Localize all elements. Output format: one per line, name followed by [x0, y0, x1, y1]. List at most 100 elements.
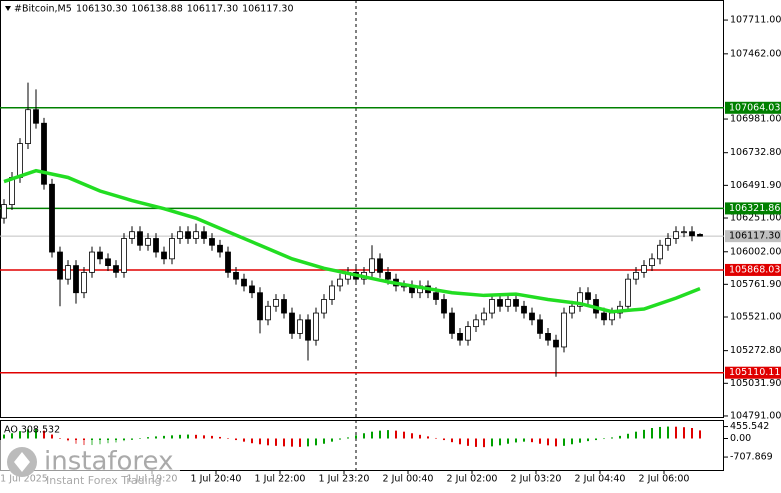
- logo-tagline: Instant Forex Trading: [46, 474, 162, 487]
- ao-bar: [667, 426, 669, 439]
- candle-body: [689, 231, 695, 237]
- candle-body: [457, 332, 463, 341]
- ao-bar: [507, 438, 509, 444]
- ao-bar: [619, 435, 621, 439]
- ao-bar: [515, 438, 517, 443]
- logo-name: instaforex: [44, 447, 173, 477]
- ao-bar: [611, 437, 613, 439]
- candle-body: [577, 292, 583, 307]
- candle-body: [625, 278, 631, 307]
- level-box: [725, 366, 781, 379]
- ao-bar: [27, 429, 29, 439]
- ao-bar: [347, 437, 349, 439]
- ao-bar: [539, 438, 541, 444]
- ao-tick-label: 0.00: [730, 433, 751, 444]
- level-label: 105110.11: [729, 367, 780, 378]
- ao-bar: [691, 428, 693, 439]
- candle-body: [233, 271, 239, 280]
- ao-bar: [459, 438, 461, 445]
- ao-bar: [683, 427, 685, 439]
- y-tick-label: 106251.00: [730, 213, 781, 224]
- ao-bar: [371, 431, 373, 439]
- candle-body: [97, 251, 103, 260]
- candle-body: [153, 238, 159, 253]
- candle-body: [81, 271, 87, 294]
- candle-body: [601, 312, 607, 321]
- layers: 107711.00 107462.00 106981.00 106732.80 1064…: [0, 15, 781, 485]
- candle-body: [489, 299, 495, 314]
- ao-bar: [547, 438, 549, 446]
- ao-bar: [59, 438, 61, 439]
- candle-body: [281, 299, 287, 314]
- candle-body: [265, 305, 271, 321]
- ao-bar: [331, 438, 333, 442]
- ao-bar: [323, 438, 325, 444]
- candle-body: [241, 278, 247, 287]
- candle-body: [33, 109, 39, 124]
- ao-bar: [123, 438, 125, 442]
- candle-body: [209, 238, 215, 246]
- moving-average: [3, 168, 701, 314]
- candle-body: [369, 258, 375, 273]
- y-tick-label: 105521.00: [730, 311, 781, 322]
- candle-body: [129, 231, 135, 239]
- candle-body: [497, 299, 503, 307]
- x-tick-label: 1 Jul 22:00: [255, 474, 306, 485]
- candle-body: [465, 326, 471, 341]
- candle-body: [665, 238, 671, 246]
- candle-body: [569, 305, 575, 314]
- y-tick-label: 106981.00: [730, 114, 781, 125]
- candle-body: [297, 319, 303, 334]
- ao-bar: [675, 426, 677, 439]
- ao-bar: [563, 438, 565, 446]
- ao-bar: [627, 433, 629, 439]
- candle-body: [57, 251, 63, 280]
- level-box: [725, 101, 781, 114]
- candle-body: [193, 231, 199, 239]
- ao-bar: [131, 438, 133, 440]
- y-tick-label: 106002.00: [730, 246, 781, 257]
- current-box: [725, 230, 781, 243]
- candle-body: [449, 312, 455, 334]
- y-tick-label: 107711.00: [730, 15, 781, 26]
- candle-body: [657, 244, 663, 260]
- ao-bar: [251, 438, 253, 444]
- header-quote: 106117.30: [187, 4, 238, 15]
- ao-bar: [51, 434, 53, 439]
- candle-body: [673, 231, 679, 239]
- ao-bar: [403, 431, 405, 439]
- ao-bar: [411, 433, 413, 439]
- candle-body: [513, 299, 519, 307]
- ao-bar: [179, 434, 181, 439]
- ao-bar: [259, 438, 261, 445]
- x-tick-label: 2 Jul 03:20: [511, 474, 562, 485]
- header-quote: 106117.30: [242, 4, 293, 15]
- ao-bar: [491, 438, 493, 447]
- y-tick-label: 105031.90: [730, 378, 781, 389]
- candle-body: [225, 251, 231, 273]
- candle-body: [137, 231, 143, 246]
- ao-bar: [299, 438, 301, 447]
- ao-bar: [523, 438, 525, 442]
- ao-bar: [243, 438, 245, 442]
- ao-bar: [499, 438, 501, 446]
- ao-bar: [595, 438, 597, 441]
- x-tick-label: 2 Jul 06:00: [639, 474, 690, 485]
- ao-bar: [355, 435, 357, 439]
- ao-bar: [435, 437, 437, 439]
- ao-bar: [187, 434, 189, 439]
- candle-body: [329, 285, 335, 300]
- candle-body: [9, 177, 15, 205]
- ao-bar: [147, 437, 149, 439]
- candle-body: [289, 312, 295, 334]
- ao-bar: [283, 438, 285, 447]
- ao-bar: [603, 438, 605, 440]
- candle-body: [321, 299, 327, 314]
- candle-body: [121, 238, 127, 273]
- x-tick-label: 1 Jul 23:20: [319, 474, 370, 485]
- level-label: 106321.86: [729, 203, 780, 214]
- ao-bar: [483, 438, 485, 448]
- candle-body: [41, 122, 47, 185]
- candle-body: [585, 292, 591, 300]
